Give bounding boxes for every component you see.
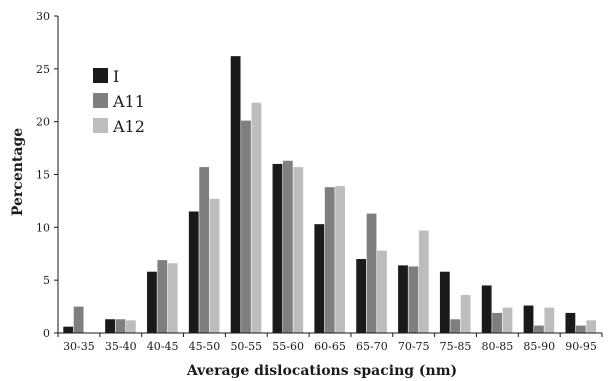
x-tick-label: 55-60	[272, 340, 304, 353]
bar-a12-60-65	[335, 186, 345, 333]
x-axis-ticks: 30-35 35-40 40-45 45-50 50-55 55-60 60-65 65-70…	[57, 333, 603, 353]
bar-a12-90-95	[586, 320, 597, 333]
bar-i-80-85	[481, 285, 492, 333]
bar-a12-85-90	[544, 307, 555, 333]
bar-i-85-90	[523, 305, 534, 333]
x-tick-label: 65-70	[356, 340, 388, 353]
bar-a12-70-75	[418, 230, 429, 333]
legend-swatch-a12	[93, 118, 108, 133]
bar-a11-40-45	[157, 260, 168, 333]
x-tick-label: 60-65	[314, 340, 346, 353]
x-tick-label: 90-95	[565, 340, 597, 353]
legend-label-a11: A11	[112, 92, 145, 111]
x-tick-label: 70-75	[398, 340, 430, 353]
y-tick-label: 15	[36, 169, 50, 182]
y-axis-title: Percentage	[10, 128, 26, 216]
bar-i-65-70	[356, 259, 367, 333]
bar-a11-80-85	[492, 312, 502, 333]
bar-a11-75-85	[450, 319, 461, 333]
legend-label-i: I	[113, 67, 119, 86]
x-tick-label: 75-85	[440, 340, 472, 353]
bar-i-90-95	[565, 312, 576, 333]
legend: I A11 A12	[93, 67, 145, 136]
y-tick-label: 30	[36, 10, 50, 23]
bar-i-35-40	[105, 319, 115, 333]
y-tick-label: 10	[36, 221, 50, 234]
x-tick-label: 50-55	[230, 340, 262, 353]
bar-a11-70-75	[408, 266, 419, 333]
legend-swatch-i	[93, 68, 108, 83]
bar-a11-65-70	[366, 213, 377, 333]
y-tick-label: 5	[43, 274, 50, 287]
bar-a12-35-40	[125, 320, 136, 333]
x-tick-label: 85-90	[523, 340, 555, 353]
x-tick-label: 30-35	[63, 340, 95, 353]
bar-a11-30-35	[73, 306, 84, 333]
bar-a11-60-65	[324, 187, 335, 333]
bar-i-45-50	[188, 211, 199, 333]
bar-a11-35-40	[115, 319, 126, 333]
legend-swatch-a11	[93, 93, 108, 108]
x-axis-title: Average dislocations spacing (nm)	[186, 363, 457, 379]
y-tick-label: 0	[43, 327, 50, 340]
bar-i-60-65	[314, 224, 325, 333]
x-tick-label: 45-50	[189, 340, 221, 353]
bar-i-30-35	[63, 326, 74, 333]
x-tick-label: 35-40	[105, 340, 137, 353]
bar-a12-45-50	[209, 198, 220, 333]
bar-i-50-55	[230, 56, 241, 334]
y-tick-label: 20	[36, 116, 50, 129]
bar-a12-75-85	[460, 294, 471, 333]
bar-a11-50-55	[241, 120, 251, 333]
bar-a12-40-45	[167, 263, 178, 333]
y-tick-label: 25	[36, 63, 50, 76]
legend-label-a12: A12	[112, 117, 145, 136]
bar-a11-45-50	[199, 167, 210, 333]
bar-i-55-60	[272, 163, 283, 333]
x-tick-label: 40-45	[147, 340, 179, 353]
bar-a11-90-95	[575, 325, 586, 333]
bars-group	[63, 56, 597, 334]
bar-a11-55-60	[282, 160, 293, 333]
bar-a12-80-85	[502, 307, 513, 333]
bar-i-40-45	[147, 271, 157, 333]
bar-a11-85-90	[534, 325, 544, 333]
bar-a12-55-60	[293, 167, 304, 333]
bar-i-75-85	[439, 271, 450, 333]
y-axis-ticks: 0 5 10 15 20 25 30	[36, 10, 58, 340]
x-tick-label: 80-85	[482, 340, 514, 353]
bar-i-70-75	[398, 265, 408, 333]
bar-a12-50-55	[251, 102, 262, 334]
bar-a12-65-70	[377, 250, 387, 333]
